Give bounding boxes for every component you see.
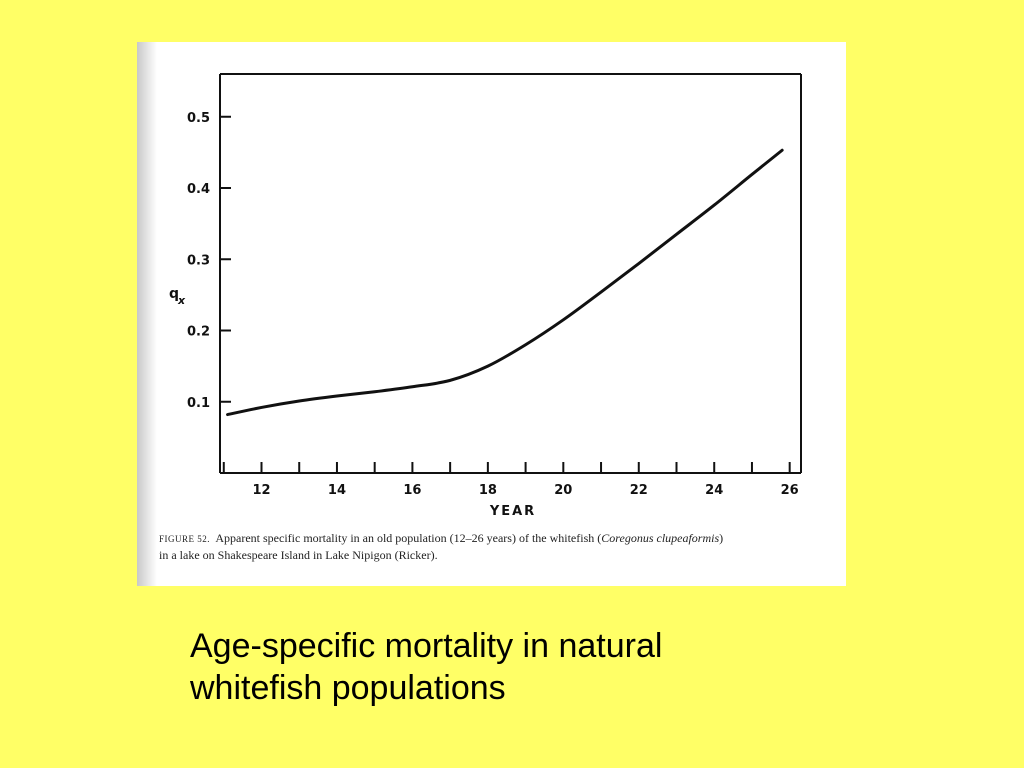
labels-layer: 0.1 0.2 0.3 0.4 0.5 12 14 16 18 20 22 24 26 — [187, 111, 799, 498]
slide-subtitle-line2: whitefish populations — [190, 669, 506, 707]
y-axis-title-subscript: x — [177, 294, 186, 307]
caption-text-part1: Apparent specific mortality in an old po… — [215, 531, 602, 545]
caption-text-part2: ) — [719, 531, 724, 545]
x-tick-label: 16 — [403, 483, 421, 498]
y-tick-label: 0.5 — [187, 111, 210, 126]
slide-subtitle-line1: Age-specific mortality in natural — [190, 627, 663, 665]
y-tick-label: 0.3 — [187, 253, 210, 268]
scan-shadow — [137, 42, 157, 586]
whitefish-mortality-chart: 0.1 0.2 0.3 0.4 0.5 12 14 16 18 20 22 24 26 YEAR q x — [169, 73, 802, 519]
slide-subtitle: Age-specific mortality in natural whitef… — [190, 625, 830, 709]
figure-caption: FIGURE 52. Apparent specific mortality i… — [159, 530, 829, 563]
ticks-layer — [220, 115, 791, 473]
caption-text-line2: in a lake on Shakespeare Island in Lake … — [159, 548, 438, 562]
y-axis-title: q x — [169, 286, 186, 307]
y-axis-title-main: q — [169, 286, 179, 302]
figure-number: FIGURE 52. — [159, 534, 211, 544]
figure-panel: 0.1 0.2 0.3 0.4 0.5 12 14 16 18 20 22 24 26 YEAR q x… — [137, 42, 846, 586]
axes-layer — [219, 73, 802, 474]
y-tick-label: 0.1 — [187, 396, 210, 411]
y-tick-label: 0.4 — [187, 182, 210, 197]
x-tick-label: 24 — [705, 483, 723, 498]
x-tick-label: 26 — [781, 483, 799, 498]
mortality-series-line — [226, 148, 784, 417]
x-tick-label: 22 — [630, 483, 648, 498]
y-tick-label: 0.2 — [187, 325, 210, 340]
x-tick-label: 12 — [252, 483, 270, 498]
x-tick-label: 20 — [554, 483, 572, 498]
x-tick-label: 18 — [479, 483, 497, 498]
caption-species: Coregonus clupeaformis — [601, 531, 720, 545]
x-axis-title: YEAR — [489, 504, 536, 519]
x-tick-label: 14 — [328, 483, 346, 498]
